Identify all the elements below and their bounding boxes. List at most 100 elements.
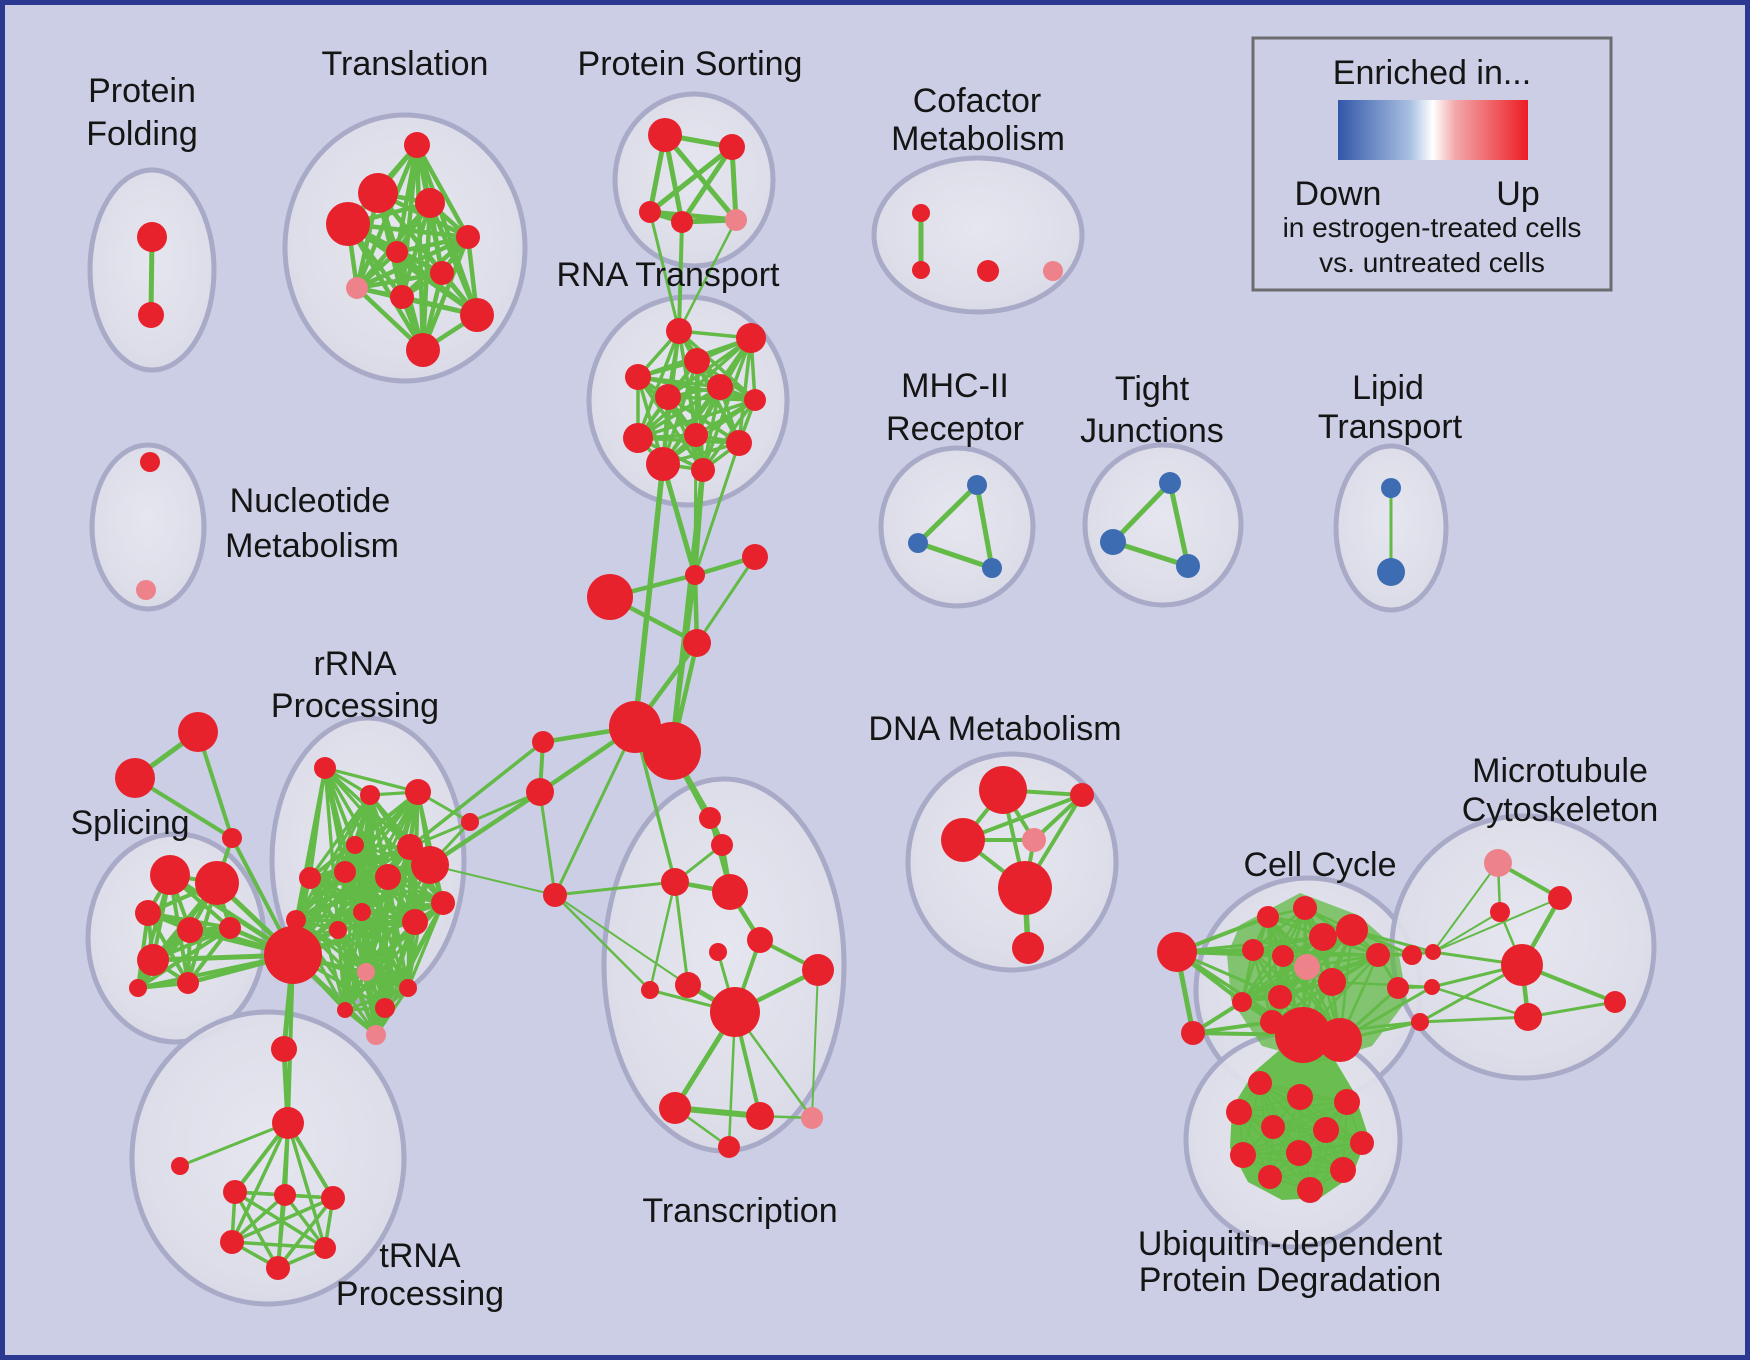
network-node bbox=[404, 132, 430, 158]
network-node bbox=[177, 972, 199, 994]
network-edge bbox=[420, 234, 471, 353]
network-edge bbox=[647, 144, 735, 215]
cluster-label-ubiquitin-degradation: Ubiquitin-dependent bbox=[1138, 1225, 1443, 1263]
network-edge bbox=[1330, 980, 1434, 989]
network-node bbox=[684, 348, 710, 374]
network-edge bbox=[1110, 539, 1191, 569]
network-node bbox=[699, 807, 721, 829]
network-edge bbox=[1432, 911, 1501, 953]
network-node bbox=[314, 757, 336, 779]
network-edge bbox=[343, 986, 410, 1012]
cluster-label-rrna-processing: rRNA bbox=[313, 645, 396, 683]
network-edge bbox=[1526, 1000, 1617, 1019]
network-edge bbox=[648, 210, 681, 333]
network-node bbox=[346, 277, 368, 299]
network-node bbox=[801, 1107, 823, 1129]
network-node bbox=[1157, 932, 1197, 972]
network-edge bbox=[1432, 897, 1561, 953]
network-node bbox=[326, 202, 370, 246]
network-edge bbox=[294, 918, 417, 924]
network-node bbox=[140, 452, 160, 472]
network-edge bbox=[360, 910, 410, 990]
cluster-label-protein-sorting: Protein Sorting bbox=[578, 45, 803, 83]
network-edge bbox=[737, 336, 753, 445]
network-node bbox=[979, 766, 1027, 814]
network-node bbox=[719, 134, 745, 160]
network-node bbox=[353, 903, 371, 921]
network-node bbox=[1484, 849, 1512, 877]
network-node bbox=[1261, 1115, 1285, 1139]
network-node bbox=[543, 883, 567, 907]
network-node bbox=[329, 921, 347, 939]
network-edge bbox=[383, 901, 445, 1010]
network-node bbox=[1275, 1007, 1331, 1063]
network-node bbox=[1402, 945, 1422, 965]
cluster-label-rrna-processing: Processing bbox=[271, 687, 439, 725]
network-edge bbox=[354, 270, 445, 291]
network-edge bbox=[1242, 1129, 1327, 1156]
network-node bbox=[655, 384, 681, 410]
network-node bbox=[220, 1230, 244, 1254]
legend-note-line2: vs. untreated cells bbox=[1319, 247, 1545, 278]
network-node bbox=[710, 987, 760, 1037]
network-node bbox=[346, 836, 364, 854]
network-edge bbox=[1240, 935, 1325, 1004]
network-node bbox=[623, 423, 653, 453]
network-node bbox=[1272, 945, 1294, 967]
network-edge bbox=[1238, 1111, 1311, 1191]
cluster-shell-cofactor-metabolism bbox=[871, 155, 1085, 315]
network-node bbox=[684, 423, 708, 447]
network-node bbox=[1268, 985, 1292, 1009]
cluster-label-transcription: Transcription bbox=[642, 1192, 837, 1230]
network-node bbox=[1425, 944, 1441, 960]
network-node bbox=[337, 1002, 353, 1018]
network-node bbox=[1297, 1177, 1323, 1203]
network-edge bbox=[1418, 1015, 1530, 1024]
cluster-label-microtubule-cytoskeleton: Microtubule bbox=[1472, 752, 1648, 790]
cluster-shell-dna-metabolism bbox=[905, 751, 1119, 973]
network-node bbox=[1176, 554, 1200, 578]
network-edge bbox=[661, 398, 757, 466]
network-node bbox=[411, 846, 449, 884]
network-node bbox=[1313, 1117, 1339, 1143]
network-node bbox=[1381, 478, 1401, 498]
network-node bbox=[129, 979, 147, 997]
network-node bbox=[171, 1157, 189, 1175]
network-edge bbox=[636, 375, 757, 402]
cluster-label-mhc-ii-receptor: MHC-II bbox=[901, 367, 1009, 405]
network-edge bbox=[427, 789, 543, 868]
network-node bbox=[967, 475, 987, 495]
network-edge bbox=[345, 221, 426, 353]
network-node bbox=[1022, 828, 1046, 852]
network-node bbox=[666, 318, 692, 344]
network-node bbox=[1226, 1099, 1252, 1125]
network-node bbox=[1258, 1165, 1282, 1189]
network-node bbox=[460, 298, 494, 332]
network-edge bbox=[811, 969, 819, 1119]
network-edge bbox=[364, 970, 378, 1037]
network-node bbox=[1366, 943, 1390, 967]
network-edge bbox=[538, 790, 557, 897]
network-edge bbox=[276, 1196, 335, 1270]
network-node bbox=[643, 722, 701, 780]
network-edge bbox=[554, 894, 689, 986]
network-node bbox=[415, 188, 445, 218]
cluster-label-protein-folding: Protein bbox=[88, 72, 196, 110]
cluster-label-cofactor-metabolism: Metabolism bbox=[891, 120, 1065, 158]
network-node bbox=[641, 981, 659, 999]
network-node bbox=[222, 828, 242, 848]
network-node bbox=[526, 778, 554, 806]
network-node bbox=[691, 458, 715, 482]
network-node bbox=[1411, 1013, 1429, 1031]
legend-note-line1: in estrogen-treated cells bbox=[1283, 212, 1582, 243]
network-node bbox=[726, 430, 752, 456]
network-node bbox=[1490, 902, 1510, 922]
cluster-shell-mhc-ii-receptor bbox=[878, 445, 1036, 609]
network-edge bbox=[660, 461, 698, 578]
network-node bbox=[178, 712, 218, 752]
network-node bbox=[685, 565, 705, 585]
network-node bbox=[1387, 977, 1409, 999]
network-edge bbox=[1191, 1020, 1274, 1035]
network-edge bbox=[1430, 985, 1530, 1019]
network-node bbox=[1294, 954, 1320, 980]
